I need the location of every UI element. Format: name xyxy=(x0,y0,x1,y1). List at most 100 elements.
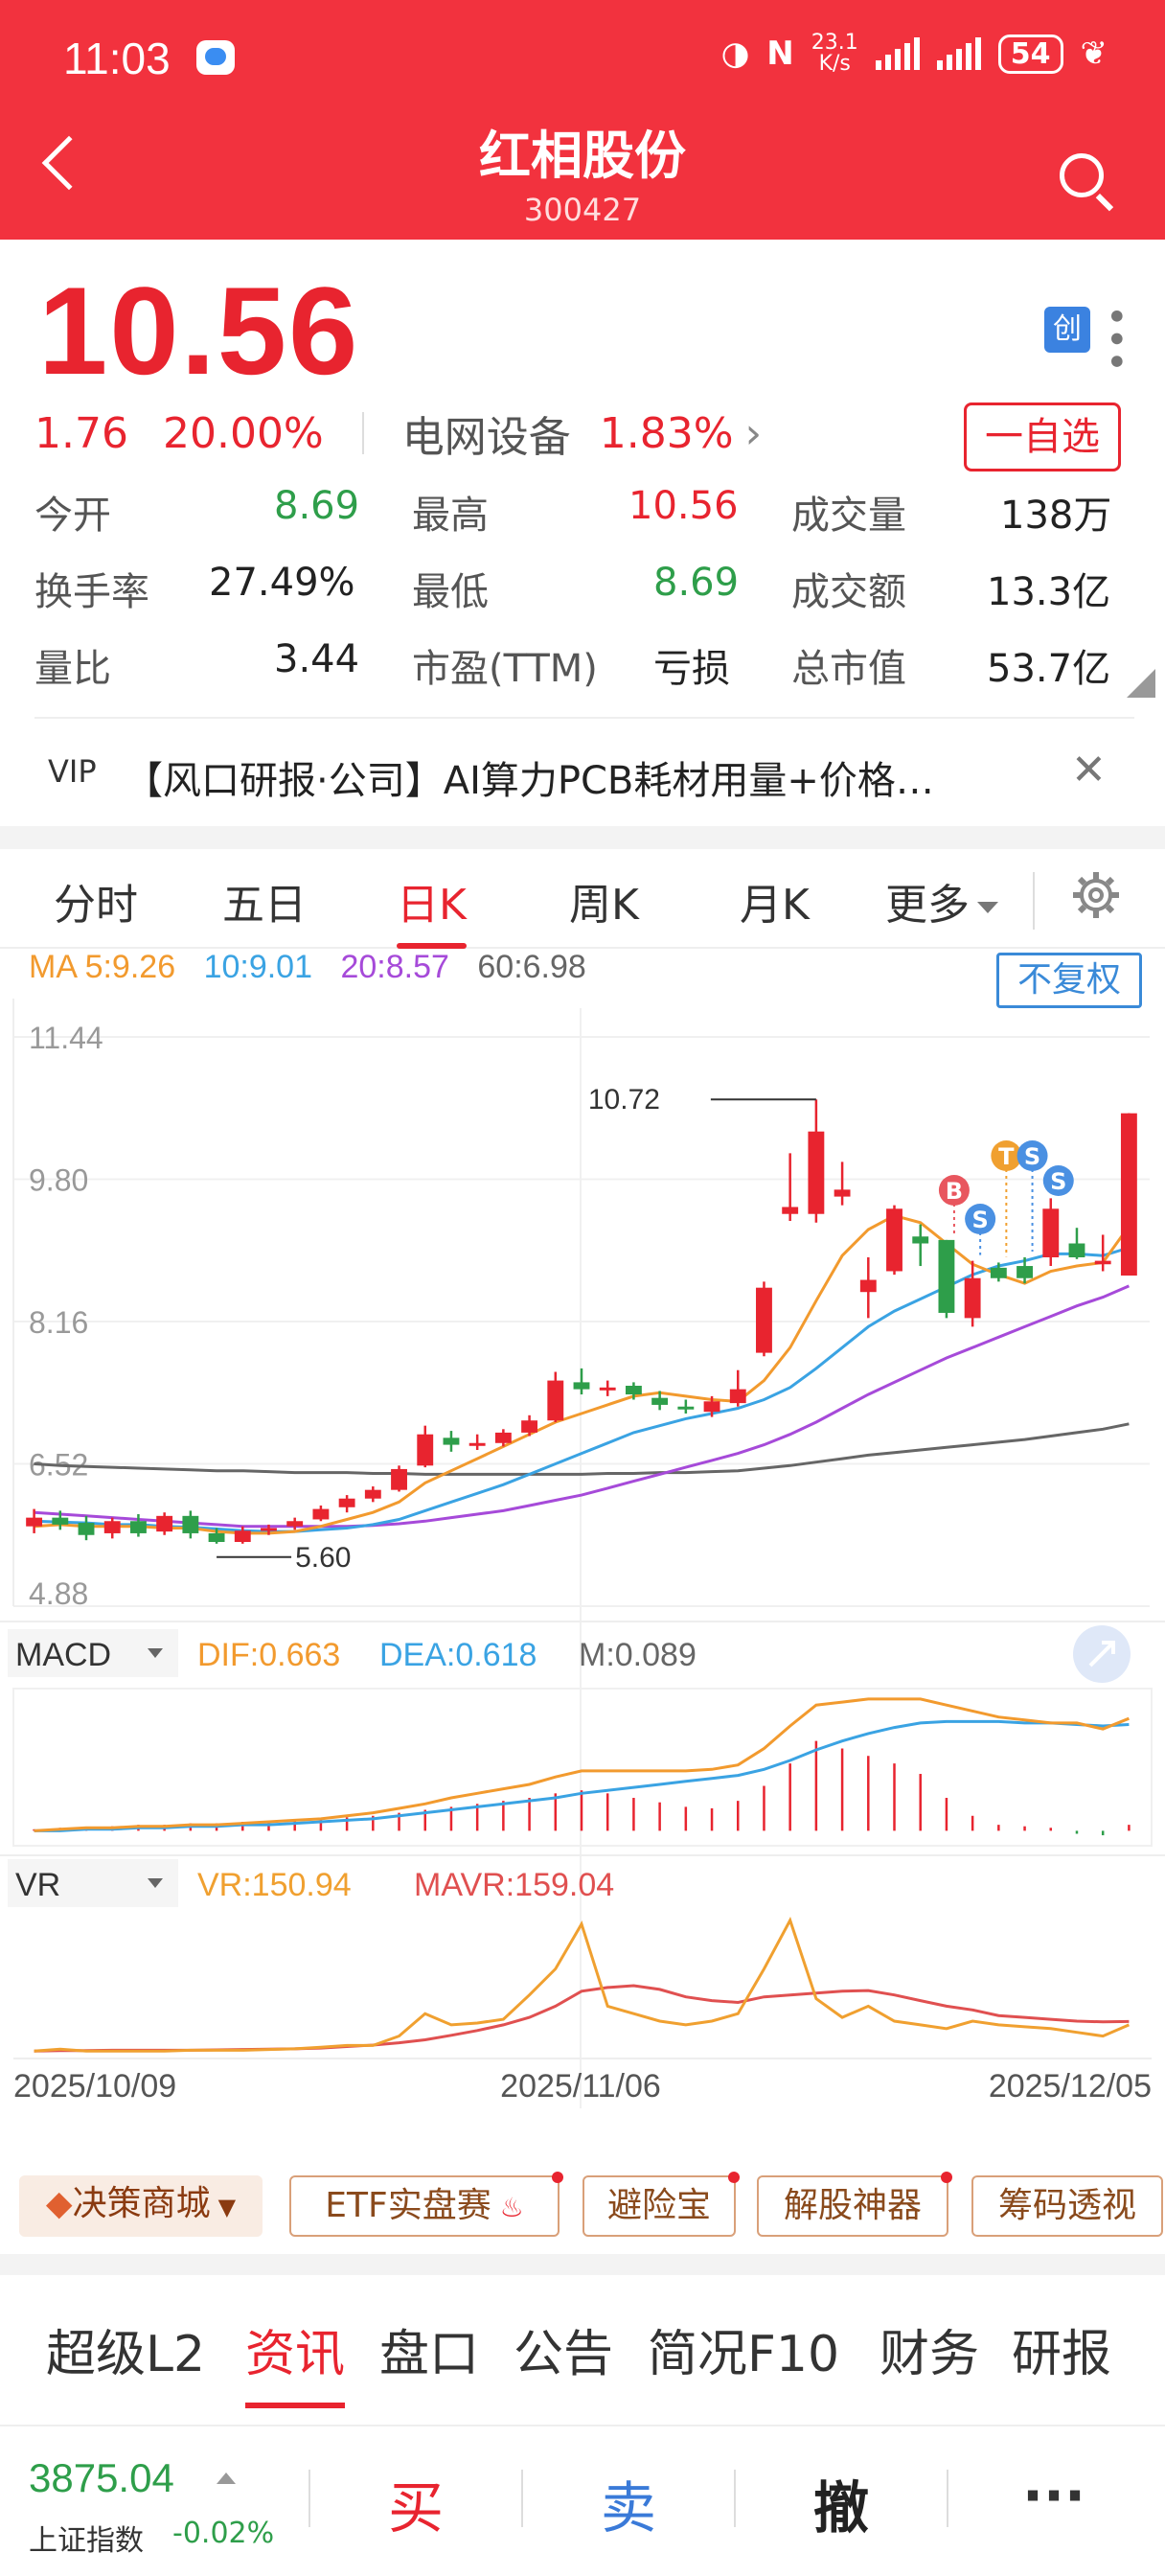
stat-row: 量比 3.44 市盈(TTM) 亏损 总市值 53.7亿 xyxy=(34,637,1127,714)
tab-more[interactable]: 更多 xyxy=(885,870,998,932)
cancel-order-button[interactable]: 撤 xyxy=(812,2475,869,2541)
stat-value: 10.56 xyxy=(628,484,739,528)
divider xyxy=(734,2470,736,2527)
search-icon[interactable] xyxy=(1060,153,1114,212)
close-icon[interactable]: ✕ xyxy=(1071,746,1107,794)
expand-corner-icon[interactable] xyxy=(1127,669,1155,698)
candle-body xyxy=(103,1521,121,1533)
candle-body xyxy=(599,1387,616,1391)
caret-down-icon: ▼ xyxy=(217,2194,237,2220)
tab-f10-profile[interactable]: 简况F10 xyxy=(648,2326,840,2383)
tab-weekly-k[interactable]: 周K xyxy=(569,881,639,930)
mavr-label: MAVR:159.04 xyxy=(414,1867,614,1903)
stat-value: 53.7亿 xyxy=(987,647,1111,691)
stat-label: 今开 xyxy=(34,494,111,538)
candle-body xyxy=(261,1528,277,1531)
tab-monthly-k[interactable]: 月K xyxy=(740,881,810,930)
y-tick-label: 8.16 xyxy=(29,1305,88,1340)
low-label: 5.60 xyxy=(295,1542,351,1574)
divider xyxy=(34,717,1134,719)
red-dot xyxy=(941,2172,952,2183)
status-icons: ◑ N 23.1 K/s 54 ❦ xyxy=(721,33,1108,75)
buy-button[interactable]: 买 xyxy=(387,2475,444,2541)
candle-body xyxy=(78,1523,95,1535)
candle-body xyxy=(677,1406,695,1410)
section-gap xyxy=(0,826,1165,849)
candle-body xyxy=(417,1434,434,1466)
candle-body xyxy=(1042,1208,1060,1257)
stat-row: 换手率 27.49% 最低 8.69 成交额 13.3亿 xyxy=(34,561,1127,637)
news-headline[interactable]: 【风口研报·公司】AI算力PCB耗材用量+价格… xyxy=(125,759,934,803)
candle-body xyxy=(573,1382,590,1390)
macd-frame xyxy=(12,1688,1153,1847)
stat-value: 8.69 xyxy=(653,561,740,605)
etf-contest-chip[interactable]: ETF实盘赛 ♨ xyxy=(289,2172,563,2237)
expand-arrow-icon xyxy=(1088,1641,1115,1668)
candle-body xyxy=(26,1517,43,1527)
candle-body xyxy=(859,1279,877,1293)
nfc-icon: N xyxy=(766,34,794,73)
ma10-label: 10:9.01 xyxy=(203,949,313,985)
more-options-icon[interactable]: ••• xyxy=(1093,305,1137,373)
stat-label: 总市值 xyxy=(791,647,906,691)
candle-body xyxy=(912,1236,929,1244)
stock-analyzer-chip[interactable]: 解股神器 xyxy=(757,2172,952,2237)
trade-bar: 3875.04 上证指数 -0.02% 买 卖 撤 ··· xyxy=(0,2425,1165,2576)
news-banner[interactable]: VIP 【风口研报·公司】AI算力PCB耗材用量+价格… ✕ xyxy=(0,738,1165,815)
tab-order-book[interactable]: 盘口 xyxy=(379,2326,480,2383)
candle-body xyxy=(286,1521,304,1527)
tab-research[interactable]: 研报 xyxy=(1012,2326,1112,2383)
signal-marker-label: S xyxy=(1050,1168,1066,1195)
chevron-down-icon xyxy=(977,902,998,913)
safe-haven-chip[interactable]: 避险宝 xyxy=(582,2172,740,2237)
candle-body xyxy=(443,1438,460,1445)
chip-distribution-chip[interactable]: 筹码透视 xyxy=(971,2175,1163,2237)
tab-five-day[interactable]: 五日 xyxy=(222,881,307,930)
divider xyxy=(361,412,364,454)
index-value[interactable]: 3875.04 xyxy=(29,2455,174,2500)
tab-financials[interactable]: 财务 xyxy=(879,2326,980,2383)
tab-announcements[interactable]: 公告 xyxy=(514,2326,614,2383)
candle-body xyxy=(834,1189,851,1197)
signal-icon xyxy=(875,37,920,70)
tab-news[interactable]: 资讯 xyxy=(245,2313,346,2408)
red-dot xyxy=(728,2172,740,2183)
sell-button[interactable]: 卖 xyxy=(600,2475,656,2541)
add-favorite-button[interactable]: 一自选 xyxy=(964,402,1121,472)
status-time: 11:03 xyxy=(63,34,171,83)
macd-selector-label: MACD xyxy=(15,1637,111,1673)
y-tick-label: 9.80 xyxy=(29,1163,88,1198)
candle-body xyxy=(312,1508,330,1520)
hd-call-icon: ◑ xyxy=(720,34,750,73)
sector-link[interactable]: 电网设备 xyxy=(401,413,571,462)
info-tabs: 超级L2 资讯 盘口 公告 简况F10 财务 研报 xyxy=(0,2298,1165,2408)
tab-daily-k[interactable]: 日K xyxy=(397,870,467,949)
price-change-pct: 20.00% xyxy=(162,408,324,458)
adjustment-toggle[interactable]: 不复权 xyxy=(996,953,1142,1008)
gear-icon[interactable] xyxy=(1071,870,1121,920)
ma20-label: 20:8.57 xyxy=(340,949,449,985)
candle-body xyxy=(182,1515,199,1533)
candle-body xyxy=(234,1530,251,1542)
high-label: 10.72 xyxy=(588,1084,660,1116)
m-label: M:0.089 xyxy=(579,1637,697,1673)
stats-grid: 今开 8.69 最高 10.56 成交量 138万 换手率 27.49% 最低 … xyxy=(34,484,1127,714)
signal-marker-label: T xyxy=(998,1143,1015,1170)
decision-mall-chip[interactable]: ◆决策商城 ▼ xyxy=(19,2175,263,2237)
stock-name: 红相股份 xyxy=(479,126,686,186)
signal-marker-S xyxy=(1042,1165,1074,1196)
candle-body xyxy=(625,1386,642,1395)
candle-body xyxy=(52,1517,69,1525)
vr-line xyxy=(34,1917,1130,2053)
signal-marker-label: S xyxy=(971,1207,988,1233)
chevron-down-icon xyxy=(148,1648,163,1658)
tab-intraday[interactable]: 分时 xyxy=(54,881,138,930)
signal-marker-T xyxy=(991,1140,1022,1171)
candle-body xyxy=(964,1277,981,1319)
stock-code: 300427 xyxy=(523,192,642,228)
tab-super-l2[interactable]: 超级L2 xyxy=(46,2326,206,2383)
stat-label: 换手率 xyxy=(34,570,149,614)
more-menu-button[interactable]: ··· xyxy=(1021,2463,1086,2528)
dif-line xyxy=(34,1697,1130,1832)
